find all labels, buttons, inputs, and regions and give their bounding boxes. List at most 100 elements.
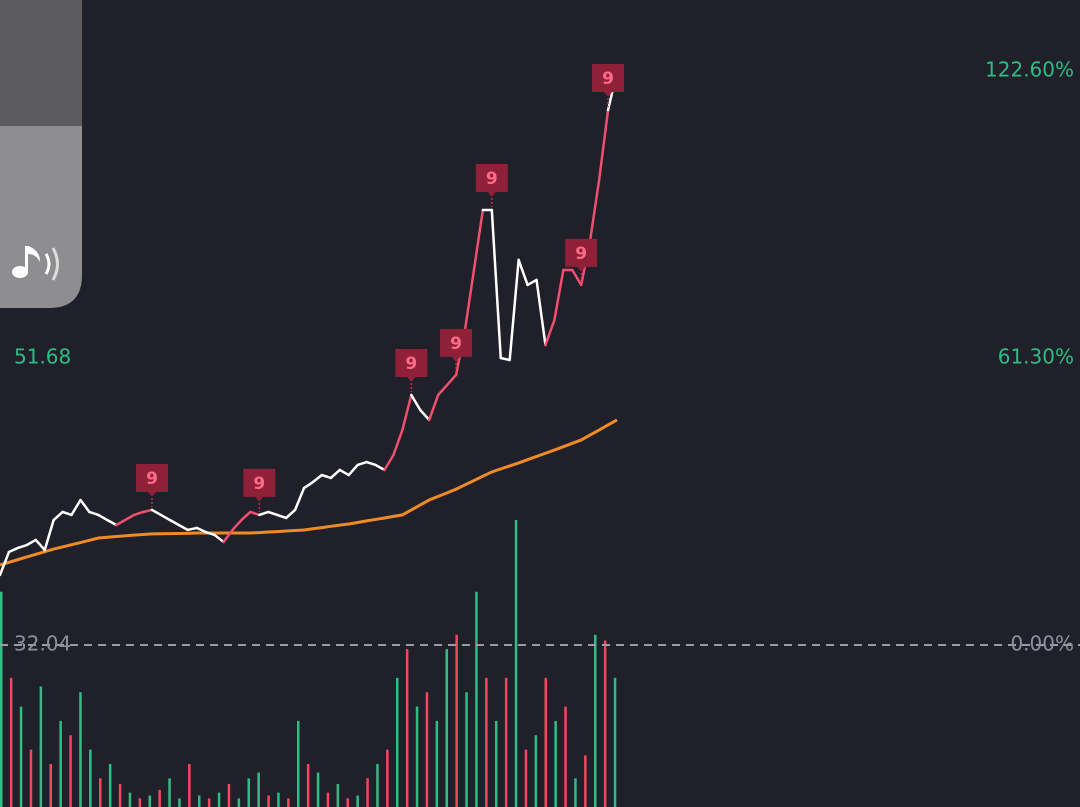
price-segment	[553, 268, 565, 322]
moving-average	[0, 418, 618, 567]
volume-bar	[435, 720, 439, 807]
widget-top	[0, 0, 82, 126]
price-segment	[597, 108, 610, 182]
volume-bar	[445, 649, 448, 807]
volume-bar	[257, 772, 260, 807]
volume-bar	[415, 706, 419, 807]
volume-bar	[514, 520, 518, 807]
price-segment	[70, 498, 82, 517]
volume-bar	[396, 677, 399, 807]
y2-tick-label: 0.00%	[1010, 632, 1074, 656]
volume-bar	[386, 749, 389, 807]
signal-marker: 9	[395, 348, 428, 392]
price-segment	[365, 460, 377, 467]
volume-bar	[49, 763, 52, 807]
price-segment	[97, 513, 109, 522]
price-segment	[249, 510, 261, 517]
price-segment	[347, 463, 359, 477]
price-segment	[293, 486, 306, 512]
y2-tick-label: 61.30%	[998, 345, 1074, 369]
price-segment	[186, 526, 198, 532]
volume-bar	[356, 795, 359, 807]
volume-bar	[455, 634, 458, 807]
volume-bar	[168, 778, 171, 807]
price-segment	[0, 550, 11, 577]
volume-bar	[554, 720, 557, 807]
volume-bar	[39, 686, 43, 807]
volume-bar	[524, 749, 528, 807]
price-segment	[508, 258, 520, 362]
volume-bar	[405, 649, 409, 807]
volume-bar	[504, 677, 508, 807]
marker-box	[565, 238, 598, 272]
volume-bar	[89, 749, 92, 807]
price-segment	[284, 508, 297, 520]
price-segment	[329, 468, 342, 480]
price-segment	[544, 318, 556, 347]
volume-bar	[603, 640, 607, 807]
volume-bar	[316, 772, 320, 807]
signal-marker: 9	[565, 238, 598, 282]
price-segment	[472, 208, 485, 272]
volume-bar	[227, 784, 231, 807]
price-segment	[106, 518, 118, 527]
volume-bar	[336, 784, 340, 807]
marker-label: 9	[450, 334, 462, 354]
price-segment	[177, 523, 190, 532]
volume-bar	[178, 798, 181, 807]
volume-bar	[475, 591, 478, 807]
volume-bar	[69, 735, 72, 807]
marker-label: 9	[405, 354, 417, 374]
signal-marker: 9	[592, 64, 625, 108]
volume-bar	[79, 692, 82, 807]
price-segment	[392, 428, 404, 457]
music-icon	[12, 246, 59, 281]
volume-bar	[376, 763, 379, 807]
price-segment	[195, 526, 207, 534]
volume-bar	[574, 778, 577, 807]
price-segment	[374, 463, 386, 472]
volume-bar	[207, 798, 211, 807]
price-segment	[588, 178, 601, 242]
volume-bar	[19, 706, 23, 807]
price-segment	[132, 510, 145, 517]
marker-box	[395, 348, 428, 382]
y2-tick-label: 122.60%	[985, 58, 1074, 82]
y-tick-label: 51.68	[14, 344, 71, 368]
price-segment	[436, 383, 449, 397]
price-segment	[338, 468, 350, 477]
price-segment	[114, 518, 127, 527]
volume-bar	[277, 792, 280, 807]
price-segment	[25, 538, 38, 547]
price-segment	[445, 373, 458, 387]
price-segment	[410, 393, 422, 412]
volume-bar	[544, 677, 547, 807]
volume-bar	[465, 692, 468, 807]
volume-bars	[0, 520, 617, 807]
marker-box	[440, 328, 473, 362]
music-widget[interactable]	[0, 0, 82, 308]
signal-marker: 9	[440, 328, 473, 372]
price-segment	[222, 528, 234, 544]
volume-bar	[326, 792, 330, 807]
volume-bar	[158, 789, 161, 807]
price-segment	[535, 278, 547, 347]
price-segment	[311, 473, 324, 484]
volume-bar	[188, 763, 191, 807]
volume-bar	[138, 798, 142, 807]
volume-bar	[29, 749, 33, 807]
volume-bar	[198, 795, 201, 807]
price-segment	[320, 473, 333, 480]
volume-bar	[9, 677, 13, 807]
price-segment	[79, 498, 91, 514]
price-segment	[490, 208, 503, 360]
marker-label: 9	[575, 244, 587, 264]
marker-label: 9	[146, 469, 158, 489]
price-segment	[267, 510, 279, 517]
volume-bar	[346, 798, 349, 807]
price-segment	[231, 518, 243, 532]
price-segment	[240, 510, 252, 522]
price-segment	[7, 546, 20, 554]
